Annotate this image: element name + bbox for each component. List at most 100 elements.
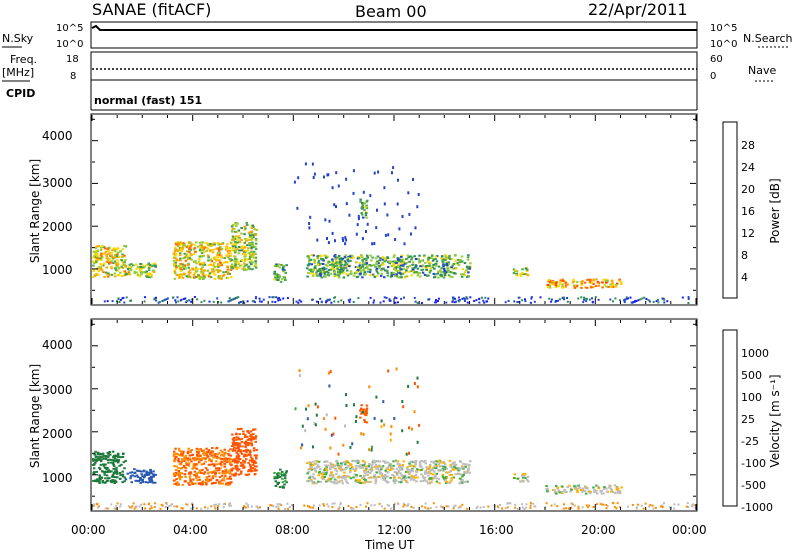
data-cell-vel-nearrange [347,505,350,508]
data-cell-vel-3 [234,442,238,445]
data-cell-vel-3 [232,443,235,446]
data-cell-power-5 [434,273,437,276]
data-cell-vel-nearrange [421,505,424,508]
data-cell-power-nearrange [117,297,120,300]
data-cell-power-nearrange [609,298,612,301]
data-cell-power-nearrange [524,298,526,301]
data-cell-power-5 [429,267,432,270]
data-cell-vel-nearrange [454,504,457,507]
data-cell-vel-nearrange [366,502,369,505]
data-cell-vel-5 [426,468,429,471]
data-cell-power-2 [176,245,180,248]
data-cell-power-scatter [323,175,325,179]
data-cell-vel-8 [579,489,583,491]
data-cell-vel-2 [223,465,226,468]
data-cell-power-nearrange [464,297,467,300]
data-cell-power-5 [335,264,339,267]
data-cell-vel-2 [195,463,199,466]
data-cell-vel-2 [173,465,176,468]
data-cell-vel-5 [308,476,311,479]
data-cell-vel-5 [420,465,423,468]
data-cell-vel-scatter [298,374,301,378]
data-cell-power-0 [108,273,111,276]
data-cell-power-7 [525,270,529,272]
data-cell-power-0 [123,254,126,257]
data-cell-power-1 [146,273,149,275]
data-cell-power-nearrange [435,301,438,304]
data-cell-vel-5 [424,470,427,473]
data-cell-vel-5 [432,460,436,463]
data-cell-vel-5 [318,470,321,473]
data-cell-vel-5 [342,461,346,464]
data-cell-power-nearrange [228,297,231,300]
data-cell-power-2 [185,253,189,256]
data-cell-power-0 [99,257,102,260]
data-cell-vel-5 [327,477,331,480]
data-cell-vel-5 [344,478,347,481]
data-cell-vel-5 [463,471,466,474]
data-cell-vel-2 [198,448,201,451]
data-cell-power-0 [121,248,124,251]
data-cell-vel-5 [445,476,448,479]
data-cell-power-5 [343,255,347,258]
data-cell-vel-nearrange [532,502,535,505]
data-cell-vel-5 [384,479,388,482]
data-cell-vel-2 [173,450,176,453]
data-cell-vel-2 [213,463,216,466]
data-cell-power-2 [211,251,215,254]
data-cell-vel-nearrange [339,502,342,505]
data-cell-vel-nearrange [195,507,198,510]
data-cell-power-2 [201,262,204,265]
data-cell-vel-5 [317,474,320,477]
data-cell-power-5 [336,270,340,273]
data-cell-power-2 [220,277,223,280]
data-cell-power-nearrange [258,297,261,300]
data-cell-vel-nearrange [129,506,132,509]
data-cell-vel-3 [243,436,247,439]
data-cell-vel-5 [397,466,401,469]
data-cell-vel-3 [249,467,253,470]
data-cell-vel-7 [520,480,523,483]
data-cell-power-0 [105,257,109,260]
data-cell-vel-scatter [305,407,307,411]
data-cell-vel-3 [248,450,251,453]
data-cell-vel-3 [252,438,255,441]
data-cell-vel-5 [428,468,431,470]
data-cell-power-5 [375,270,379,273]
data-cell-vel-5 [391,473,394,476]
data-cell-vel-2 [217,452,221,455]
data-cell-power-5 [366,265,369,268]
data-cell-vel-scatter [294,407,297,411]
data-cell-vel-2 [215,460,218,463]
data-cell-vel-2 [178,454,181,457]
data-cell-power-2 [211,267,214,270]
data-cell-power-nearrange [272,296,275,299]
data-cell-power-3 [246,244,249,247]
data-cell-power-0 [113,272,117,275]
data-cell-power-5 [402,265,405,268]
data-cell-vel-5 [426,482,430,485]
data-cell-vel-2 [175,473,178,476]
data-cell-power-nearrange [458,299,461,301]
data-cell-vel-nearrange [222,503,225,506]
data-cell-vel-5 [419,463,422,466]
data-cell-vel-nearrange [119,505,122,508]
data-cell-vel-0 [117,459,120,462]
data-cell-vel-5 [337,476,340,479]
data-cell-vel-0 [121,473,125,476]
data-cell-power-5 [401,262,404,265]
data-cell-vel-5 [322,471,326,474]
data-cell-vel-3 [244,434,247,437]
data-cell-power-5 [373,275,376,278]
data-cell-power-5 [317,261,320,264]
data-cell-power-2 [202,274,205,277]
data-cell-vel-5 [329,478,332,481]
data-cell-vel-3 [246,449,249,452]
data-cell-vel-3 [236,436,240,439]
data-cell-vel-5 [365,480,368,483]
vel-tick-m1000: -1000 [741,501,773,514]
data-cell-vel-8 [581,490,584,493]
vel-tick-100: 100 [741,391,762,404]
data-cell-vel-5 [448,474,452,477]
data-cell-vel-nearrange [214,507,217,510]
